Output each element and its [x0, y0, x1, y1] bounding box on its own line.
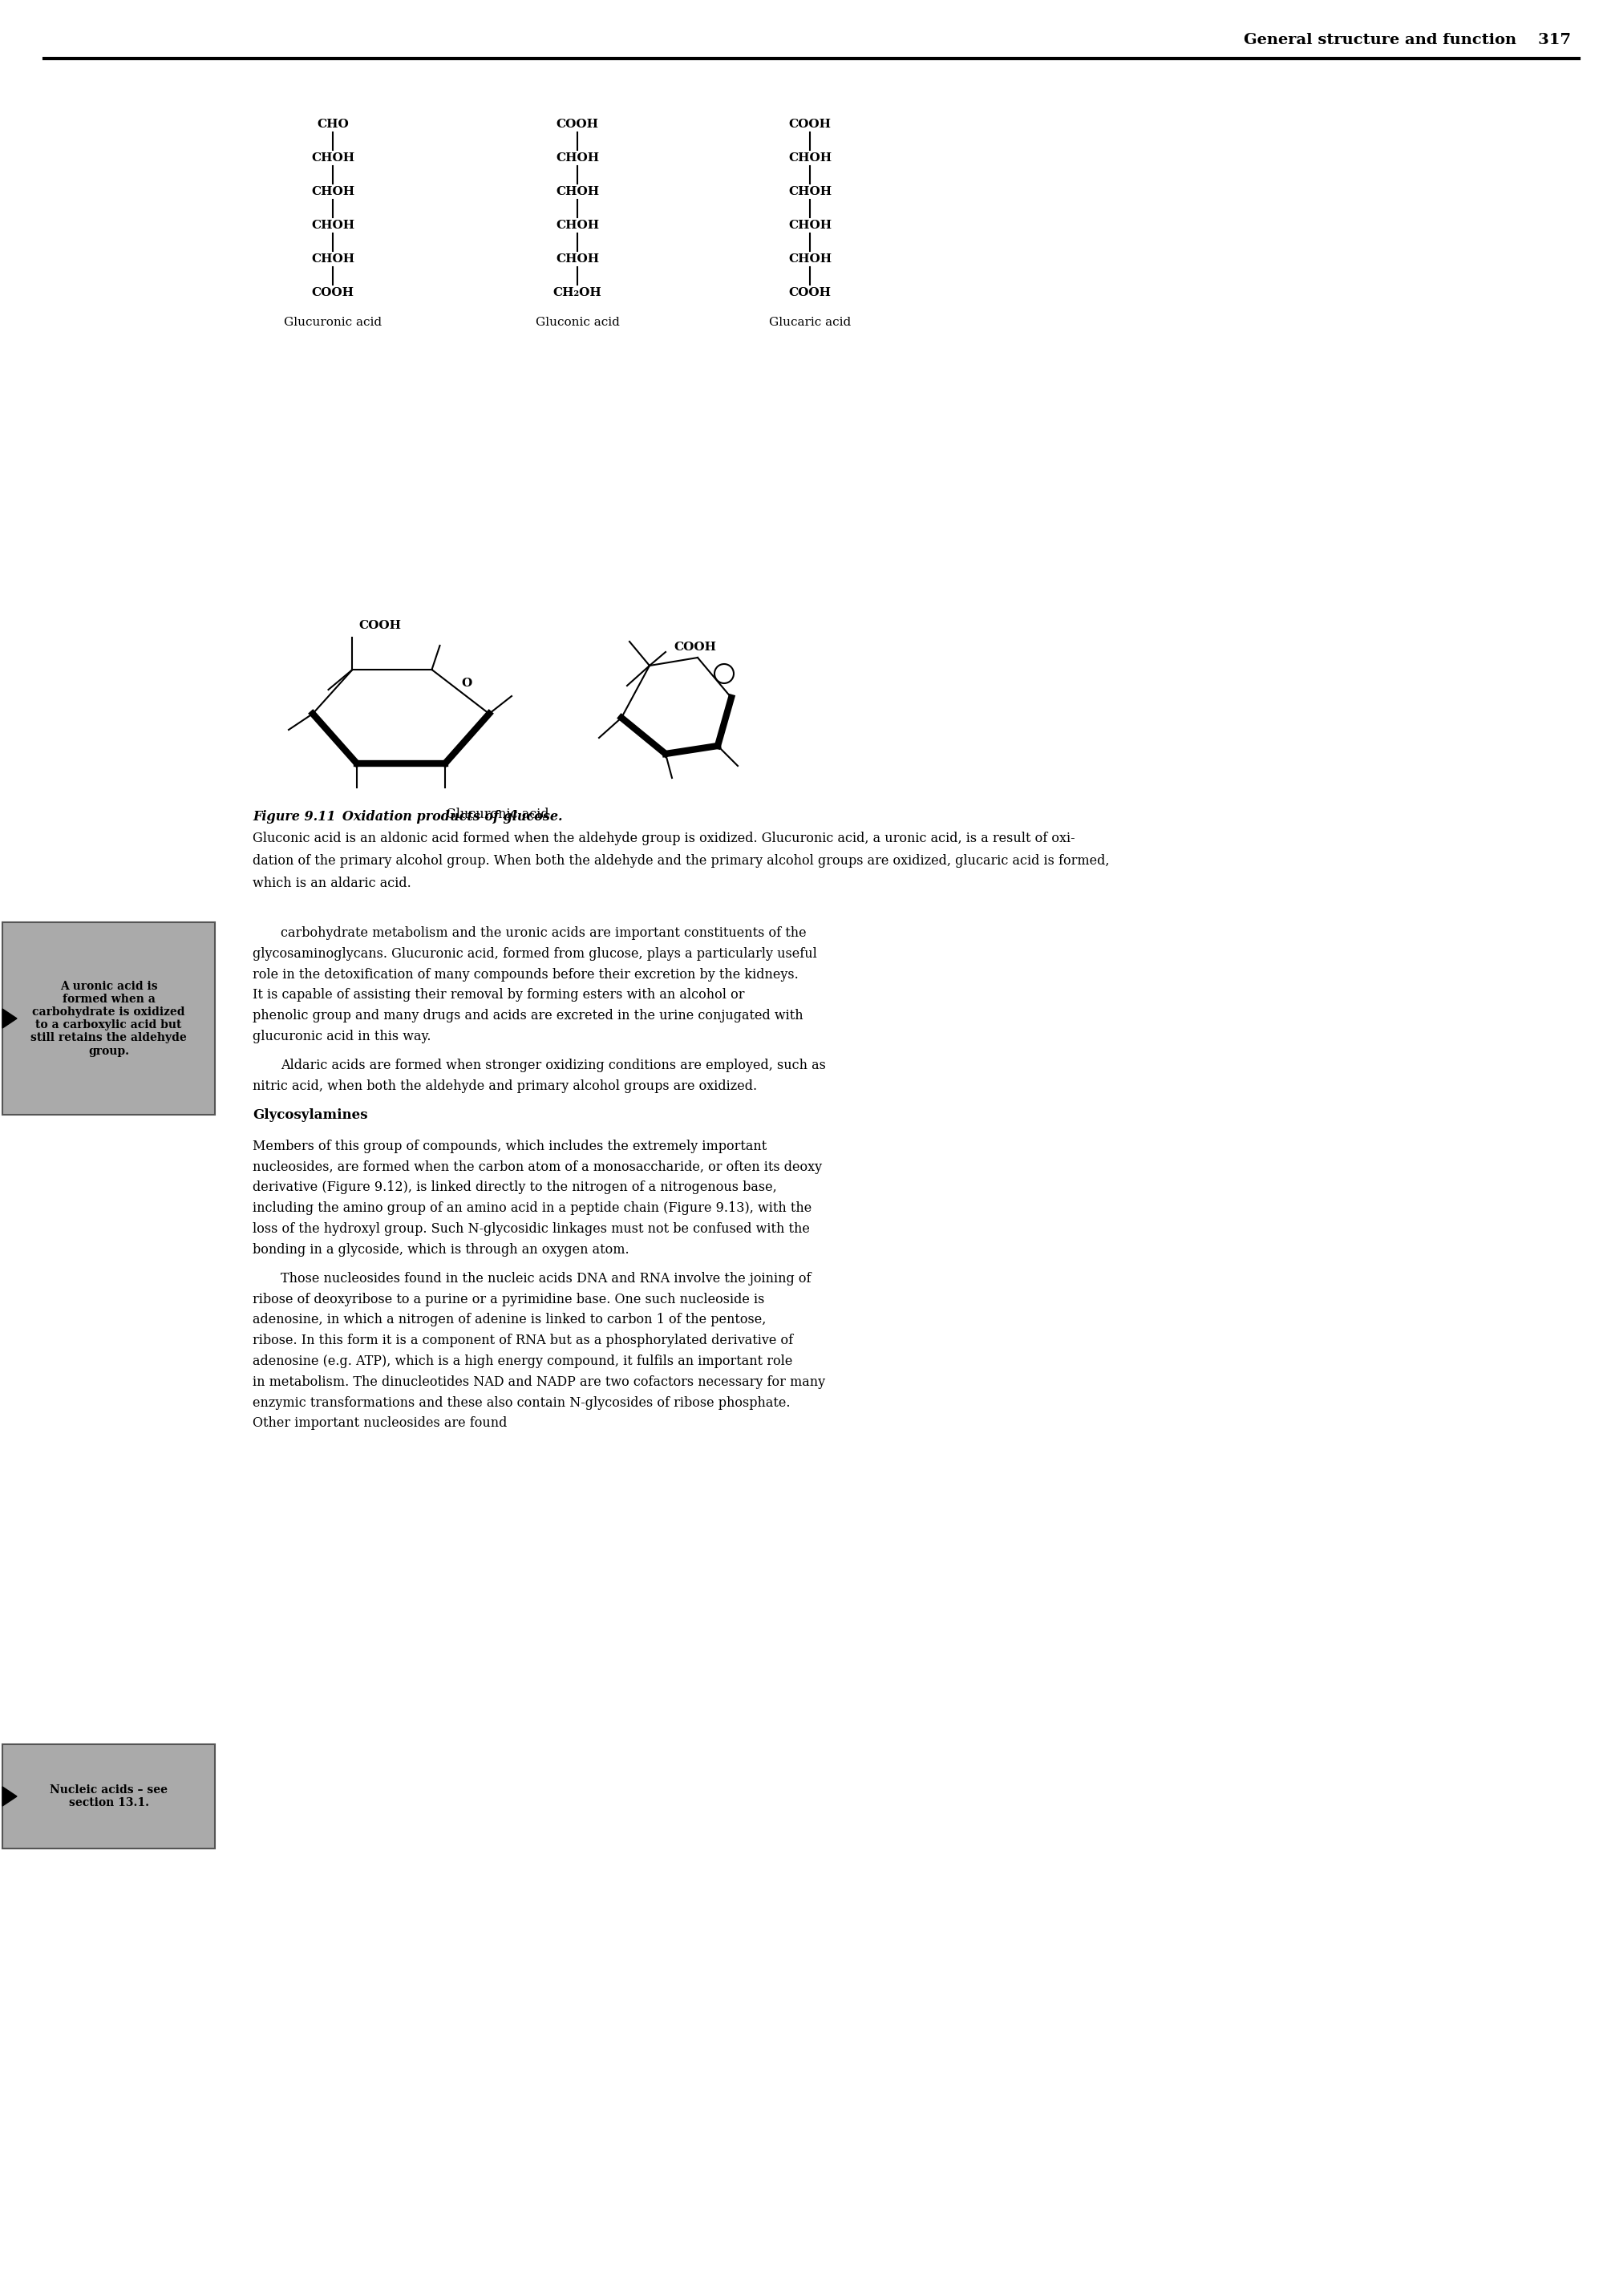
Text: COOH: COOH [556, 119, 599, 131]
Text: Gluconic acid is an aldonic acid formed when the aldehyde group is oxidized. Glu: Gluconic acid is an aldonic acid formed … [252, 831, 1076, 845]
Text: CHOH: CHOH [556, 220, 599, 232]
Text: CHOH: CHOH [556, 253, 599, 264]
Text: CH₂OH: CH₂OH [552, 287, 602, 298]
Text: CHOH: CHOH [556, 186, 599, 197]
Text: Glycosylamines: Glycosylamines [252, 1109, 368, 1123]
Text: phenolic group and many drugs and acids are excreted in the urine conjugated wit: phenolic group and many drugs and acids … [252, 1008, 803, 1022]
Text: enzymic transformations and these also contain N-glycosides of ribose phosphate.: enzymic transformations and these also c… [252, 1396, 790, 1410]
Text: CHOH: CHOH [556, 152, 599, 163]
Text: CHOH: CHOH [788, 186, 832, 197]
Text: CHOH: CHOH [788, 253, 832, 264]
Text: loss of the hydroxyl group. Such N-glycosidic linkages must not be confused with: loss of the hydroxyl group. Such N-glyco… [252, 1221, 809, 1235]
Text: COOH: COOH [312, 287, 354, 298]
Text: Glucuronic acid: Glucuronic acid [284, 317, 381, 328]
Text: Oxidation products of glucose.: Oxidation products of glucose. [329, 810, 562, 824]
Text: Gluconic acid: Gluconic acid [535, 317, 620, 328]
Text: Members of this group of compounds, which includes the extremely important: Members of this group of compounds, whic… [252, 1139, 767, 1153]
Text: nucleosides, are formed when the carbon atom of a monosaccharide, or often its d: nucleosides, are formed when the carbon … [252, 1159, 822, 1173]
Text: dation of the primary alcohol group. When both the aldehyde and the primary alco: dation of the primary alcohol group. Whe… [252, 854, 1110, 868]
Text: carbohydrate metabolism and the uronic acids are important constituents of the: carbohydrate metabolism and the uronic a… [281, 925, 806, 939]
Text: in metabolism. The dinucleotides NAD and NADP are two cofactors necessary for ma: in metabolism. The dinucleotides NAD and… [252, 1375, 825, 1389]
Text: CHOH: CHOH [312, 220, 354, 232]
Text: which is an aldaric acid.: which is an aldaric acid. [252, 877, 412, 891]
Text: glycosaminoglycans. Glucuronic acid, formed from glucose, plays a particularly u: glycosaminoglycans. Glucuronic acid, for… [252, 946, 817, 960]
Text: CHOH: CHOH [788, 152, 832, 163]
FancyBboxPatch shape [2, 1745, 215, 1848]
Text: Figure 9.11: Figure 9.11 [252, 810, 336, 824]
Text: adenosine, in which a nitrogen of adenine is linked to carbon 1 of the pentose,: adenosine, in which a nitrogen of adenin… [252, 1313, 766, 1327]
Text: role in the detoxification of many compounds before their excretion by the kidne: role in the detoxification of many compo… [252, 967, 798, 980]
Text: Aldaric acids are formed when stronger oxidizing conditions are employed, such a: Aldaric acids are formed when stronger o… [281, 1058, 825, 1072]
Text: CHOH: CHOH [312, 253, 354, 264]
Text: Those nucleosides found in the nucleic acids DNA and RNA involve the joining of: Those nucleosides found in the nucleic a… [281, 1272, 811, 1286]
Text: Other important nucleosides are found: Other important nucleosides are found [252, 1417, 507, 1430]
Text: nitric acid, when both the aldehyde and primary alcohol groups are oxidized.: nitric acid, when both the aldehyde and … [252, 1079, 757, 1093]
Text: O: O [462, 677, 472, 689]
Text: COOH: COOH [359, 620, 402, 631]
Text: CHOH: CHOH [788, 220, 832, 232]
Text: A uronic acid is
formed when a
carbohydrate is oxidized
to a carboxylic acid but: A uronic acid is formed when a carbohydr… [31, 980, 187, 1056]
Text: ribose of deoxyribose to a purine or a pyrimidine base. One such nucleoside is: ribose of deoxyribose to a purine or a p… [252, 1293, 764, 1306]
FancyBboxPatch shape [2, 923, 215, 1116]
Polygon shape [2, 1786, 16, 1807]
Text: ribose. In this form it is a component of RNA but as a phosphorylated derivative: ribose. In this form it is a component o… [252, 1334, 793, 1348]
Text: CHOH: CHOH [312, 152, 354, 163]
Text: derivative (Figure 9.12), is linked directly to the nitrogen of a nitrogenous ba: derivative (Figure 9.12), is linked dire… [252, 1180, 777, 1194]
Text: including the amino group of an amino acid in a peptide chain (Figure 9.13), wit: including the amino group of an amino ac… [252, 1201, 812, 1215]
Text: COOH: COOH [788, 119, 832, 131]
Text: bonding in a glycoside, which is through an oxygen atom.: bonding in a glycoside, which is through… [252, 1242, 630, 1256]
Polygon shape [2, 1008, 16, 1029]
Text: Nucleic acids – see
section 13.1.: Nucleic acids – see section 13.1. [50, 1784, 168, 1809]
Text: Glucaric acid: Glucaric acid [769, 317, 851, 328]
Text: It is capable of assisting their removal by forming esters with an alcohol or: It is capable of assisting their removal… [252, 987, 745, 1001]
Text: CHOH: CHOH [312, 186, 354, 197]
Text: Glucuronic acid: Glucuronic acid [446, 808, 549, 822]
Text: COOH: COOH [673, 641, 715, 652]
Text: COOH: COOH [788, 287, 832, 298]
Text: adenosine (e.g. ATP), which is a high energy compound, it fulfils an important r: adenosine (e.g. ATP), which is a high en… [252, 1355, 793, 1368]
Text: General structure and function    317: General structure and function 317 [1244, 32, 1571, 48]
Text: CHO: CHO [317, 119, 349, 131]
Text: glucuronic acid in this way.: glucuronic acid in this way. [252, 1029, 431, 1042]
